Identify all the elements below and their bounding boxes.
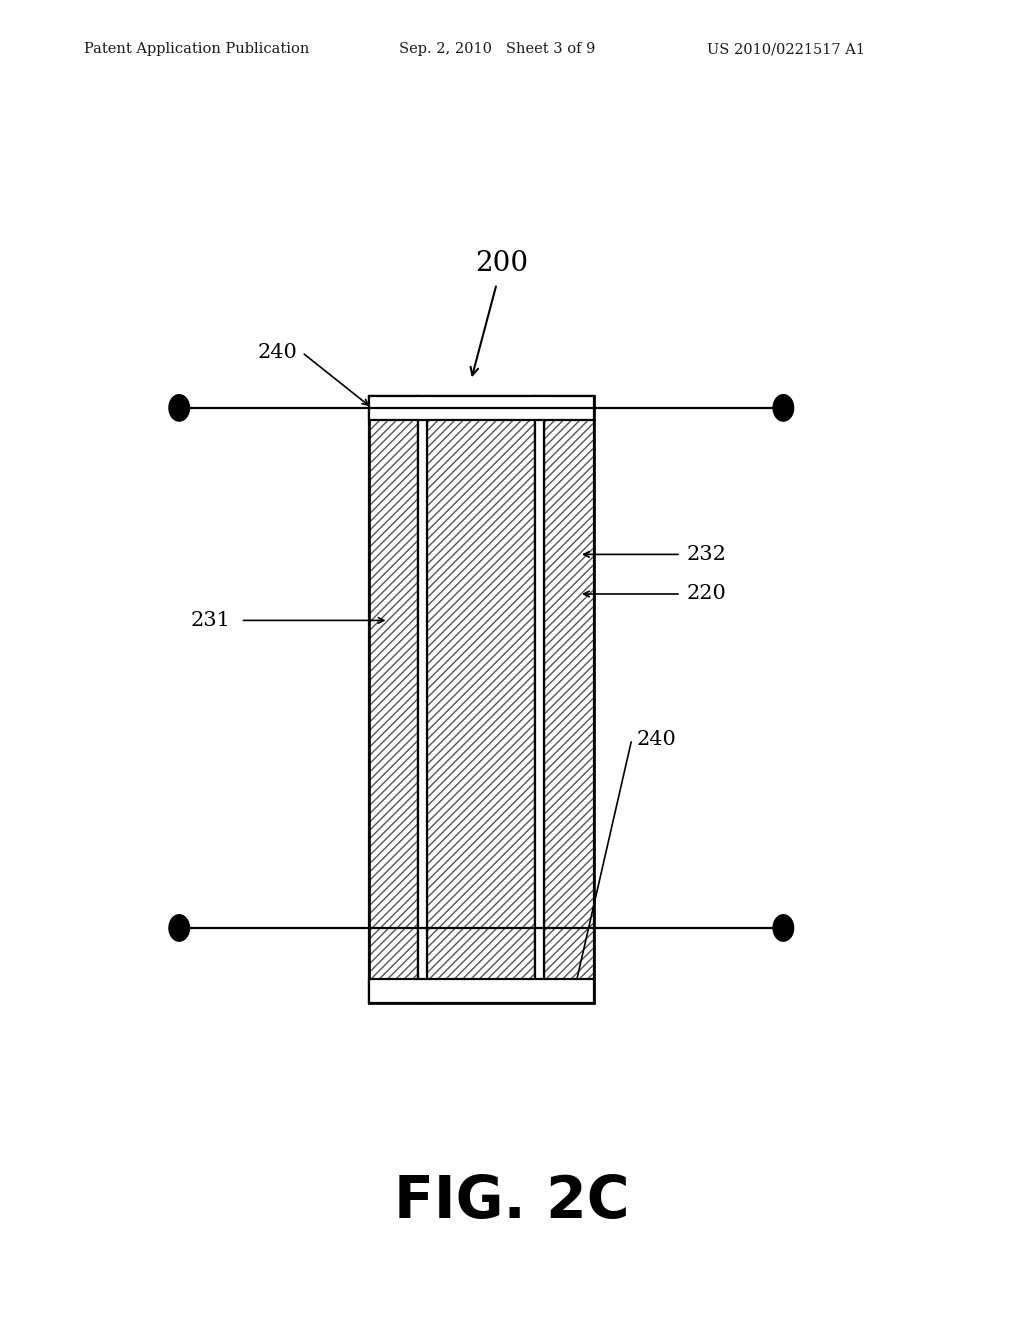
Bar: [369, 396, 594, 420]
Text: FIG. 2C: FIG. 2C: [394, 1172, 630, 1230]
Bar: [427, 396, 536, 1003]
Circle shape: [773, 395, 794, 421]
Circle shape: [169, 915, 189, 941]
Text: 240: 240: [257, 343, 297, 362]
Text: 240: 240: [637, 730, 677, 748]
Bar: [545, 396, 594, 1003]
Text: 232: 232: [686, 545, 726, 564]
Circle shape: [169, 395, 189, 421]
Text: 231: 231: [190, 611, 230, 630]
Bar: [545, 396, 594, 1003]
Text: Sep. 2, 2010   Sheet 3 of 9: Sep. 2, 2010 Sheet 3 of 9: [399, 42, 596, 57]
Bar: [418, 396, 427, 1003]
Text: US 2010/0221517 A1: US 2010/0221517 A1: [707, 42, 864, 57]
Text: 220: 220: [686, 585, 726, 603]
Circle shape: [773, 915, 794, 941]
Bar: [369, 979, 594, 1003]
Bar: [536, 396, 545, 1003]
Bar: [369, 396, 418, 1003]
Text: 200: 200: [475, 251, 528, 277]
Bar: [369, 396, 594, 1003]
Bar: [427, 396, 536, 1003]
Bar: [369, 396, 418, 1003]
Text: Patent Application Publication: Patent Application Publication: [84, 42, 309, 57]
